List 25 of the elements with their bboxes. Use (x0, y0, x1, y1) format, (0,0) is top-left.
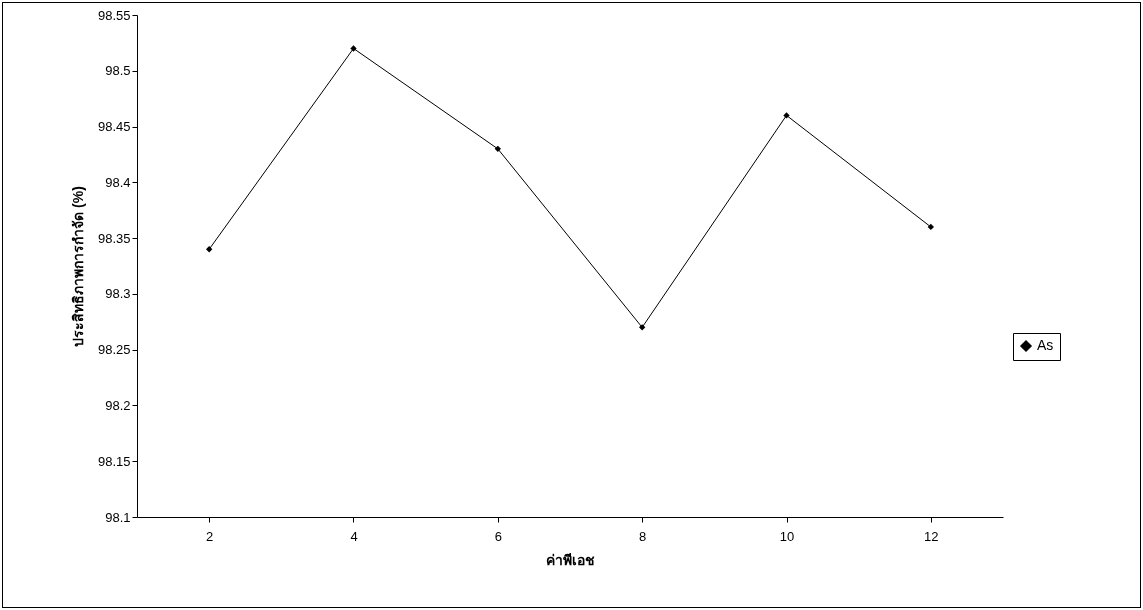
x-tick-label: 2 (206, 528, 214, 544)
y-tick-label: 98.25 (97, 342, 131, 358)
x-tick-label: 4 (350, 528, 358, 544)
x-tick-label: 6 (494, 528, 502, 544)
y-tick-label: 98.15 (97, 453, 131, 469)
y-tick-label: 98.5 (105, 63, 131, 79)
y-tick-label: 98.45 (97, 119, 131, 135)
y-tick-label: 98.4 (105, 174, 131, 190)
y-tick-label: 98.2 (105, 397, 131, 413)
point (206, 246, 213, 253)
point (350, 45, 357, 52)
x-axis-title: ค่าพีเอช (546, 551, 595, 568)
legend-label: As (1037, 337, 1054, 353)
point (639, 324, 646, 331)
x-tick-label: 10 (779, 528, 795, 544)
y-axis-title: ประสิทธิภาพการกำจัด (%) (69, 186, 86, 347)
x-tick-label: 12 (924, 528, 939, 544)
x-tick-label: 8 (639, 528, 647, 544)
y-tick-label: 98.1 (105, 509, 131, 525)
point (783, 112, 790, 119)
y-tick-label: 98.3 (105, 286, 131, 302)
y-tick-label: 98.35 (97, 230, 131, 246)
point (494, 145, 501, 153)
point (927, 223, 934, 231)
y-tick-label: 98.55 (97, 7, 131, 23)
